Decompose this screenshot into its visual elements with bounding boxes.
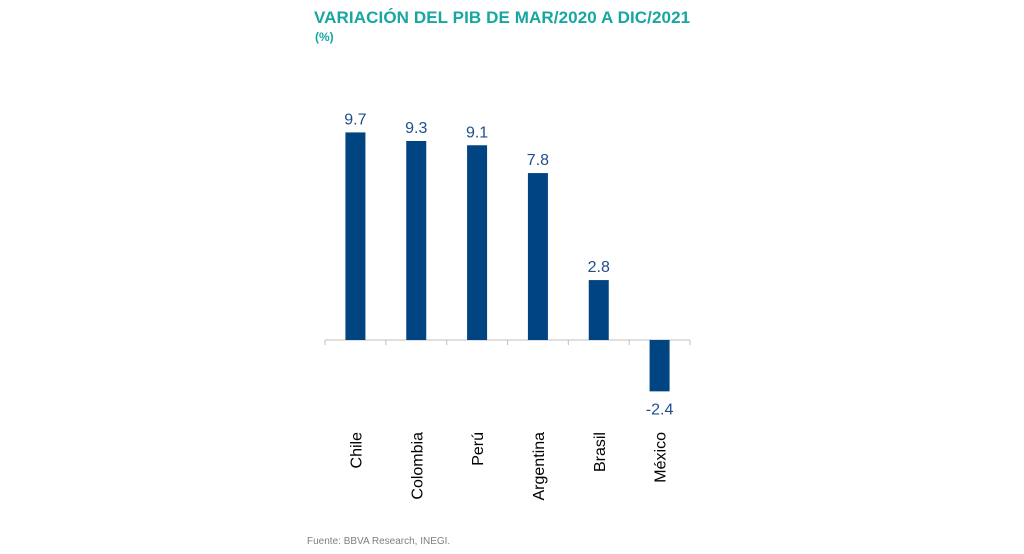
bar-argentina	[527, 173, 548, 340]
labels-layer: 9.7 Chile 9.3 Colombia 9.1 Perú 7.8 Argentina 2.…	[344, 111, 673, 500]
chart-subtitle: (%)	[315, 30, 334, 44]
category-label: Perú	[470, 432, 487, 466]
bar-perú	[467, 145, 488, 340]
value-label: 7.8	[527, 152, 549, 169]
value-label: 9.1	[466, 124, 488, 141]
value-label: -2.4	[646, 401, 674, 418]
bar-méxico	[649, 340, 670, 392]
value-label: 9.3	[405, 120, 427, 137]
bars-layer	[345, 132, 670, 392]
chart-title: VARIACIÓN DEL PIB DE MAR/2020 A DIC/2021	[314, 8, 691, 27]
category-label: Colombia	[409, 432, 426, 500]
value-label: 2.8	[588, 259, 610, 276]
value-label: 9.7	[344, 111, 366, 128]
bar-brasil	[588, 280, 609, 340]
category-label: Chile	[348, 432, 365, 469]
bar-colombia	[406, 140, 427, 340]
bar-chile	[345, 132, 366, 340]
axis-layer	[324, 339, 691, 345]
category-label: México	[653, 432, 670, 483]
category-label: Brasil	[592, 432, 609, 472]
source-note: Fuente: BBVA Research, INEGI.	[307, 536, 451, 547]
category-label: Argentina	[531, 432, 548, 501]
